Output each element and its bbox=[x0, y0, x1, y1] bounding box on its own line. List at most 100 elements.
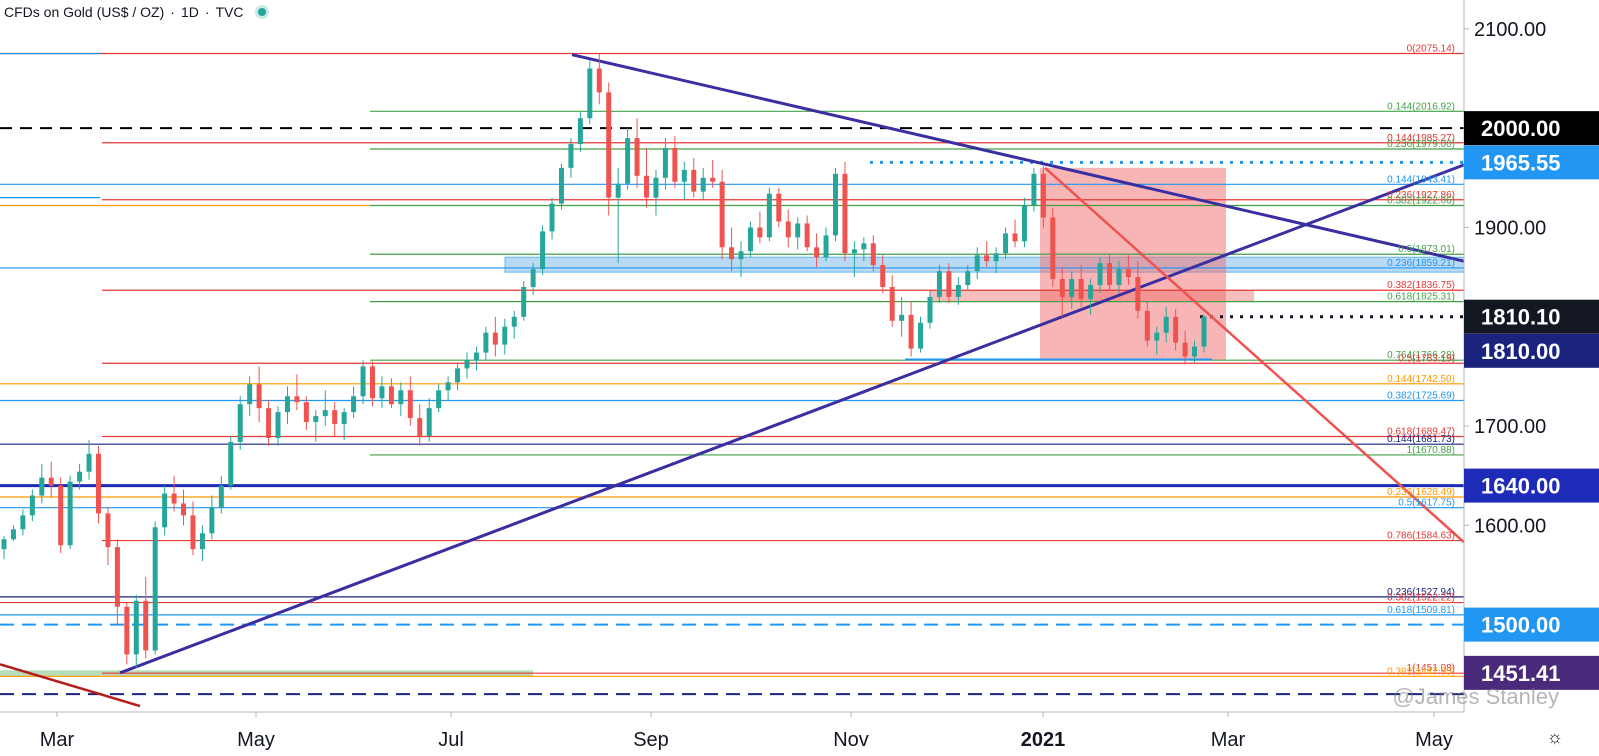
fib-label: 0.144(2016.92) bbox=[1387, 101, 1455, 112]
time-tick-label: May bbox=[1415, 729, 1453, 751]
candle-body bbox=[729, 247, 735, 260]
candle-body bbox=[1003, 233, 1009, 254]
support-trendline bbox=[119, 163, 1465, 675]
fib-label: 0.382(1725.69) bbox=[1387, 391, 1455, 402]
candle-body bbox=[10, 529, 16, 540]
price-tag bbox=[1464, 655, 1599, 690]
fib-label: 0.144(1943.41) bbox=[1387, 174, 1455, 185]
fib-label: 1(1451.08) bbox=[1407, 663, 1455, 674]
candle-body bbox=[596, 68, 602, 93]
fib-label: 0.144(1985.27) bbox=[1387, 133, 1455, 144]
candle-body bbox=[776, 193, 782, 222]
price-tag-label: 1640.00 bbox=[1481, 474, 1561, 499]
fib-label: 0.618(1689.47) bbox=[1387, 426, 1455, 437]
candle-body bbox=[880, 265, 886, 288]
candle-body bbox=[67, 481, 73, 546]
candle-body bbox=[719, 181, 725, 248]
candle-body bbox=[1154, 332, 1160, 341]
candle-body bbox=[747, 227, 753, 252]
candle-body bbox=[1021, 205, 1027, 242]
candle-body bbox=[710, 177, 716, 182]
candle-body bbox=[294, 396, 300, 403]
time-tick-label: May bbox=[237, 729, 275, 751]
source-label: TVC bbox=[215, 4, 244, 20]
candle-body bbox=[615, 183, 621, 198]
candle-body bbox=[20, 515, 26, 530]
candle-body bbox=[1173, 316, 1179, 343]
gear-icon[interactable]: ☼ bbox=[1546, 727, 1564, 747]
price-tick-label: 2100.00 bbox=[1474, 19, 1546, 41]
candle-body bbox=[436, 390, 442, 409]
candle-body bbox=[1163, 316, 1169, 333]
fib-label: 0.144(1681.73) bbox=[1387, 434, 1455, 445]
candle-body bbox=[133, 600, 139, 655]
price-tag-label: 1965.55 bbox=[1481, 150, 1561, 175]
candle-body bbox=[237, 404, 243, 442]
price-tag bbox=[1464, 333, 1599, 368]
candle-body bbox=[851, 249, 857, 254]
author-watermark: @James Stanley bbox=[1392, 684, 1559, 709]
fib-label: 0.764(1766.28) bbox=[1387, 350, 1455, 361]
candle-body bbox=[946, 271, 952, 297]
candle-body bbox=[313, 416, 319, 423]
candle-body bbox=[388, 386, 394, 405]
candle-body bbox=[889, 287, 895, 321]
candle-body bbox=[1144, 310, 1150, 341]
candle-body bbox=[1088, 285, 1094, 299]
fib-label: 0.236(1527.94) bbox=[1387, 587, 1455, 598]
time-tick-label: Mar bbox=[1211, 729, 1246, 751]
price-tag bbox=[1464, 145, 1599, 180]
price-tag-label: 2000.00 bbox=[1481, 116, 1561, 141]
price-tag bbox=[1464, 468, 1599, 503]
fib-label: 0.786(1584.63) bbox=[1387, 531, 1455, 542]
candle-body bbox=[190, 515, 196, 550]
time-axis[interactable]: Mar May Jul Sep Nov 2021 Mar May bbox=[0, 711, 1599, 756]
time-tick-label: Sep bbox=[633, 729, 669, 751]
candle-body bbox=[804, 223, 810, 248]
candle-body bbox=[29, 495, 35, 516]
candle-body bbox=[39, 477, 45, 496]
candle-body bbox=[445, 382, 451, 391]
fib-label: 0.236(1979.00) bbox=[1387, 139, 1455, 150]
candle-body bbox=[606, 92, 612, 198]
candle-body bbox=[511, 316, 517, 327]
candle-body bbox=[625, 138, 631, 184]
candle-body bbox=[455, 368, 461, 383]
candle-body bbox=[95, 453, 101, 514]
trendlines[interactable] bbox=[0, 53, 1465, 708]
interval-label[interactable]: 1D bbox=[180, 4, 199, 20]
fib-label: 0.618(1509.81) bbox=[1387, 605, 1455, 616]
candle-body bbox=[1, 539, 7, 550]
fib-label: 0.382(1522.22) bbox=[1387, 593, 1455, 604]
candle-body bbox=[417, 418, 423, 436]
price-tag bbox=[1464, 111, 1599, 146]
candle-body bbox=[1069, 279, 1075, 297]
candle-body bbox=[738, 251, 744, 260]
fib-label: 0.236(1628.49) bbox=[1387, 487, 1455, 498]
candle-body bbox=[974, 255, 980, 272]
candle-body bbox=[1078, 279, 1084, 299]
fib-label: 0.5(1617.75) bbox=[1398, 498, 1455, 509]
price-tag-label: 1451.41 bbox=[1481, 661, 1561, 686]
horizontal-levels bbox=[0, 52, 1464, 696]
symbol-title[interactable]: CFDs on Gold (US$ / OZ) bbox=[4, 4, 165, 20]
fib-label: 0.382(1836.75) bbox=[1387, 280, 1455, 291]
candle-body bbox=[1050, 217, 1056, 280]
candle-body bbox=[360, 366, 366, 397]
candle-body bbox=[284, 396, 290, 413]
fib-label: 0(2075.14) bbox=[1407, 44, 1455, 55]
price-tag bbox=[1464, 299, 1599, 334]
candle-body bbox=[1192, 346, 1198, 357]
lower-trendline bbox=[0, 663, 141, 708]
candle-body bbox=[644, 175, 650, 198]
candle-body bbox=[77, 471, 83, 482]
fib-label: 0.236(1859.21) bbox=[1387, 258, 1455, 269]
candle-body bbox=[483, 332, 489, 353]
candle-body bbox=[218, 485, 224, 508]
candle-body bbox=[1125, 269, 1131, 278]
fib-label: 0.236(1927.86) bbox=[1387, 190, 1455, 201]
candle-body bbox=[181, 503, 187, 516]
candle-body bbox=[870, 243, 876, 266]
candle-body bbox=[993, 253, 999, 262]
